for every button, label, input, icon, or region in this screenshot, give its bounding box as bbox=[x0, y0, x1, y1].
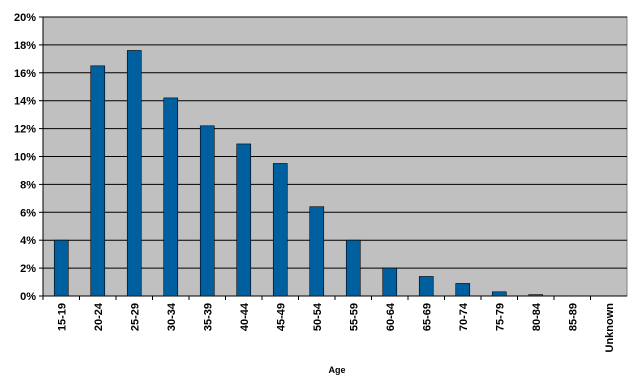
y-tick-label: 16% bbox=[14, 68, 36, 80]
x-tick-label: 55-59 bbox=[348, 303, 360, 331]
x-axis-title: Age bbox=[328, 365, 345, 375]
bar bbox=[309, 206, 325, 297]
y-tick-label: 4% bbox=[20, 235, 36, 247]
bar bbox=[53, 239, 69, 297]
x-tick-label: 60-64 bbox=[385, 302, 397, 331]
y-tick-label: 10% bbox=[14, 152, 36, 164]
y-tick-label: 2% bbox=[20, 263, 36, 275]
bar bbox=[126, 50, 142, 297]
bar bbox=[90, 65, 106, 297]
y-tick-label: 6% bbox=[20, 207, 36, 219]
bar bbox=[163, 97, 179, 297]
bar bbox=[491, 291, 507, 297]
bar bbox=[345, 239, 361, 297]
x-tick-label: 65-69 bbox=[421, 303, 433, 331]
bar bbox=[382, 267, 398, 297]
bar bbox=[455, 283, 471, 297]
y-tick-label: 12% bbox=[14, 124, 36, 136]
y-tick-label: 14% bbox=[14, 96, 36, 108]
x-tick-label: Unknown bbox=[604, 303, 616, 353]
x-tick-label: 85-89 bbox=[567, 303, 579, 331]
x-tick-label: 75-79 bbox=[494, 303, 506, 331]
x-tick-label: 70-74 bbox=[458, 302, 470, 331]
y-tick-label: 20% bbox=[14, 12, 36, 24]
x-tick-label: 45-49 bbox=[275, 303, 287, 331]
x-tick-label: 15-19 bbox=[56, 303, 68, 331]
bar bbox=[272, 163, 288, 297]
bar bbox=[418, 276, 434, 297]
bar bbox=[236, 143, 252, 297]
x-tick-label: 20-24 bbox=[93, 302, 105, 331]
x-tick-label: 80-84 bbox=[531, 302, 543, 331]
y-tick-label: 18% bbox=[14, 40, 36, 52]
x-tick-label: 25-29 bbox=[129, 303, 141, 331]
y-tick-label: 8% bbox=[20, 179, 36, 191]
y-tick-label: 0% bbox=[20, 291, 36, 303]
bar bbox=[528, 294, 544, 297]
x-tick-label: 50-54 bbox=[312, 302, 324, 331]
x-tick-label: 35-39 bbox=[202, 303, 214, 331]
x-tick-label: 40-44 bbox=[239, 302, 251, 331]
x-tick-label: 30-34 bbox=[166, 302, 178, 331]
bar bbox=[199, 125, 215, 297]
